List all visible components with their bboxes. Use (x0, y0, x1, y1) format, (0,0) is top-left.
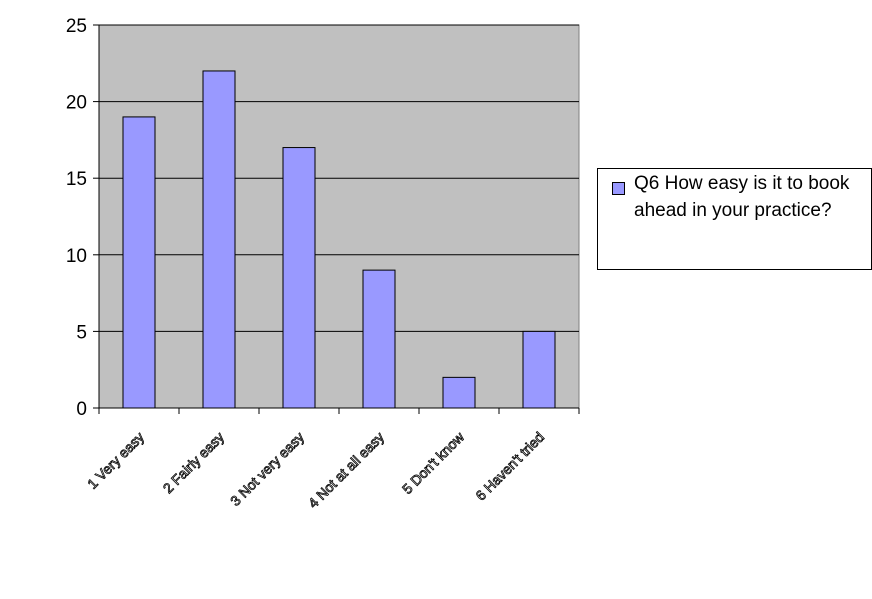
y-tick-label: 25 (66, 16, 87, 37)
x-tick-label: 4 Not at all easy (305, 429, 387, 511)
x-tick-label: 3 Not very easy (227, 429, 307, 509)
x-axis-labels: 1 Very easy 2 Fairly easy 3 Not very easy4… (84, 428, 548, 512)
bar (202, 70, 236, 409)
bar (122, 116, 156, 409)
bar (362, 269, 396, 409)
x-tick-label: 5 Don't know (399, 428, 468, 497)
bar (442, 376, 476, 409)
y-axis-labels: 0 5 10 15 20 25 (66, 16, 87, 420)
bar (282, 147, 316, 409)
y-tick-label: 5 (76, 322, 87, 343)
x-tick-label: 6 Haven't tried (472, 429, 547, 504)
x-tick-label: 2 Fairly easy (160, 429, 227, 496)
y-tick-label: 20 (66, 93, 87, 114)
legend-swatch (612, 182, 625, 195)
y-tick-label: 10 (66, 246, 87, 267)
plot-area (98, 24, 580, 409)
gridlines (99, 24, 579, 332)
y-tick-label: 15 (66, 169, 87, 190)
bar (522, 330, 556, 409)
y-tick-label: 0 (76, 399, 87, 420)
legend: Q6 How easy is it to book ahead in your … (597, 168, 872, 270)
x-tick-label: 1 Very easy (84, 429, 147, 492)
bars (122, 70, 556, 409)
legend-label: Q6 How easy is it to book ahead in your … (634, 173, 850, 221)
axes (93, 24, 580, 414)
